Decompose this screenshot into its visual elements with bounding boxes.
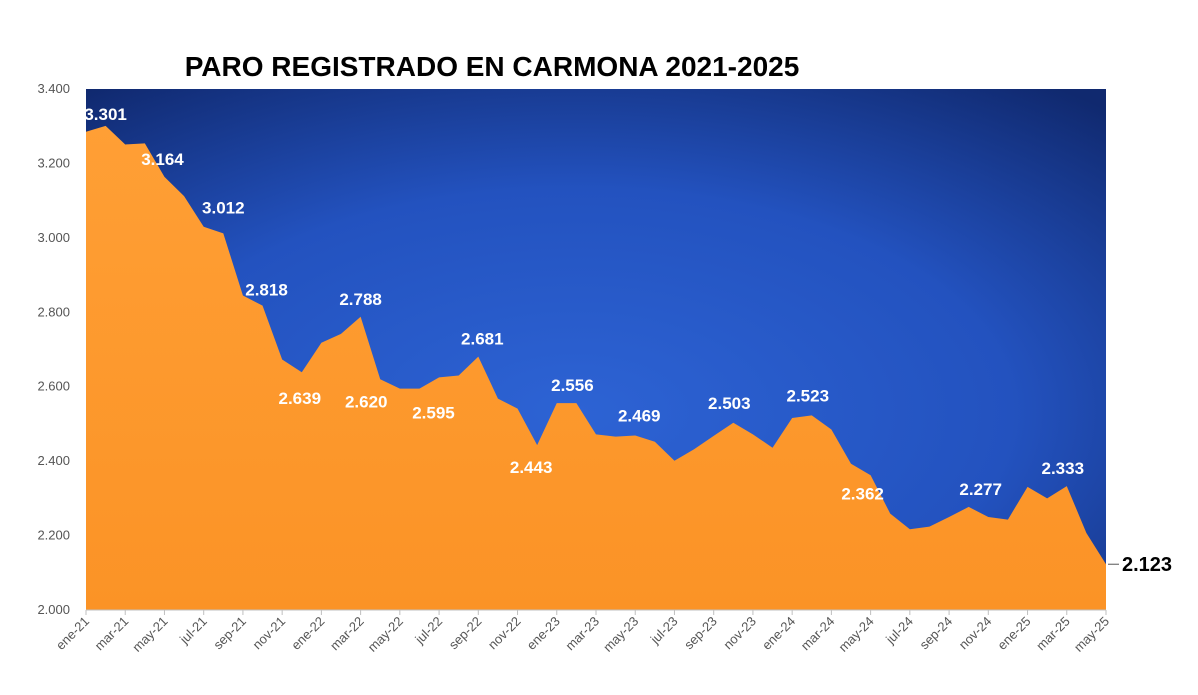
x-tick-label: ene-22 [288,614,327,653]
y-tick-label: 2.800 [37,304,70,319]
data-label: 3.164 [141,150,184,169]
x-tick-label: sep-23 [681,614,720,653]
data-label: 2.443 [510,458,553,477]
x-tick-label: jul-24 [882,614,916,648]
x-tick-label: nov-21 [250,614,289,653]
data-label: 2.277 [959,480,1002,499]
data-label: 2.123 [1122,554,1172,576]
data-label: 2.595 [412,404,455,423]
data-labels: 3.301 3.164 3.012 2.818 2.639 2.788 2.620 2.595… [84,105,1172,576]
data-label: 2.333 [1041,459,1084,478]
x-tick-label: sep-22 [446,614,485,653]
data-label: 2.503 [708,394,751,413]
x-tick-label: mar-22 [327,614,367,654]
x-tick-label: nov-24 [956,614,995,653]
data-label: 2.788 [339,290,382,309]
x-tick-label: jul-21 [176,614,210,648]
y-tick-label: 2.600 [37,379,70,394]
y-tick-label: 2.200 [37,528,70,543]
x-tick-label: jul-23 [647,614,681,648]
data-label: 2.639 [278,389,321,408]
area-series [86,125,1106,610]
x-tick-label: mar-21 [92,614,132,654]
data-label: 2.523 [786,386,829,405]
x-tick-label: ene-25 [994,614,1033,653]
y-tick-label: 2.400 [37,453,70,468]
y-tick-label: 2.000 [37,602,70,617]
data-label: 2.556 [551,376,594,395]
x-tick-label: ene-23 [524,614,563,653]
x-tick-label: may-21 [129,614,170,655]
x-tick-label: nov-23 [720,614,759,653]
x-tick-label: may-24 [835,614,876,655]
x-tick-label: mar-24 [798,614,838,654]
y-tick-label: 3.000 [37,230,70,245]
data-label: 2.681 [461,330,504,349]
data-label: 2.620 [345,392,388,411]
y-tick-label: 3.200 [37,155,70,170]
data-label: 3.012 [202,198,245,217]
y-axis: 2.000 2.200 2.400 2.600 2.800 3.000 3.200 3.400 [37,81,70,617]
data-label: 2.818 [245,281,288,300]
x-tick-label: nov-22 [485,614,524,653]
x-tick-label: mar-23 [562,614,602,654]
x-tick-label: may-25 [1071,614,1112,655]
chart-title: PARO REGISTRADO EN CARMONA 2021-2025 [185,51,800,82]
x-tick-label: jul-22 [411,614,445,648]
x-tick-label: sep-21 [210,614,249,653]
data-label: 3.301 [84,105,127,124]
x-tick-label: ene-21 [53,614,92,653]
data-label: 2.469 [618,406,661,425]
x-tick-label: may-23 [600,614,641,655]
x-tick-label: may-22 [365,614,406,655]
x-tick-label: sep-24 [916,614,955,653]
data-label: 2.362 [841,484,884,503]
y-tick-label: 3.400 [37,81,70,96]
x-tick-label: ene-24 [759,614,798,653]
x-tick-label: mar-25 [1033,614,1073,654]
